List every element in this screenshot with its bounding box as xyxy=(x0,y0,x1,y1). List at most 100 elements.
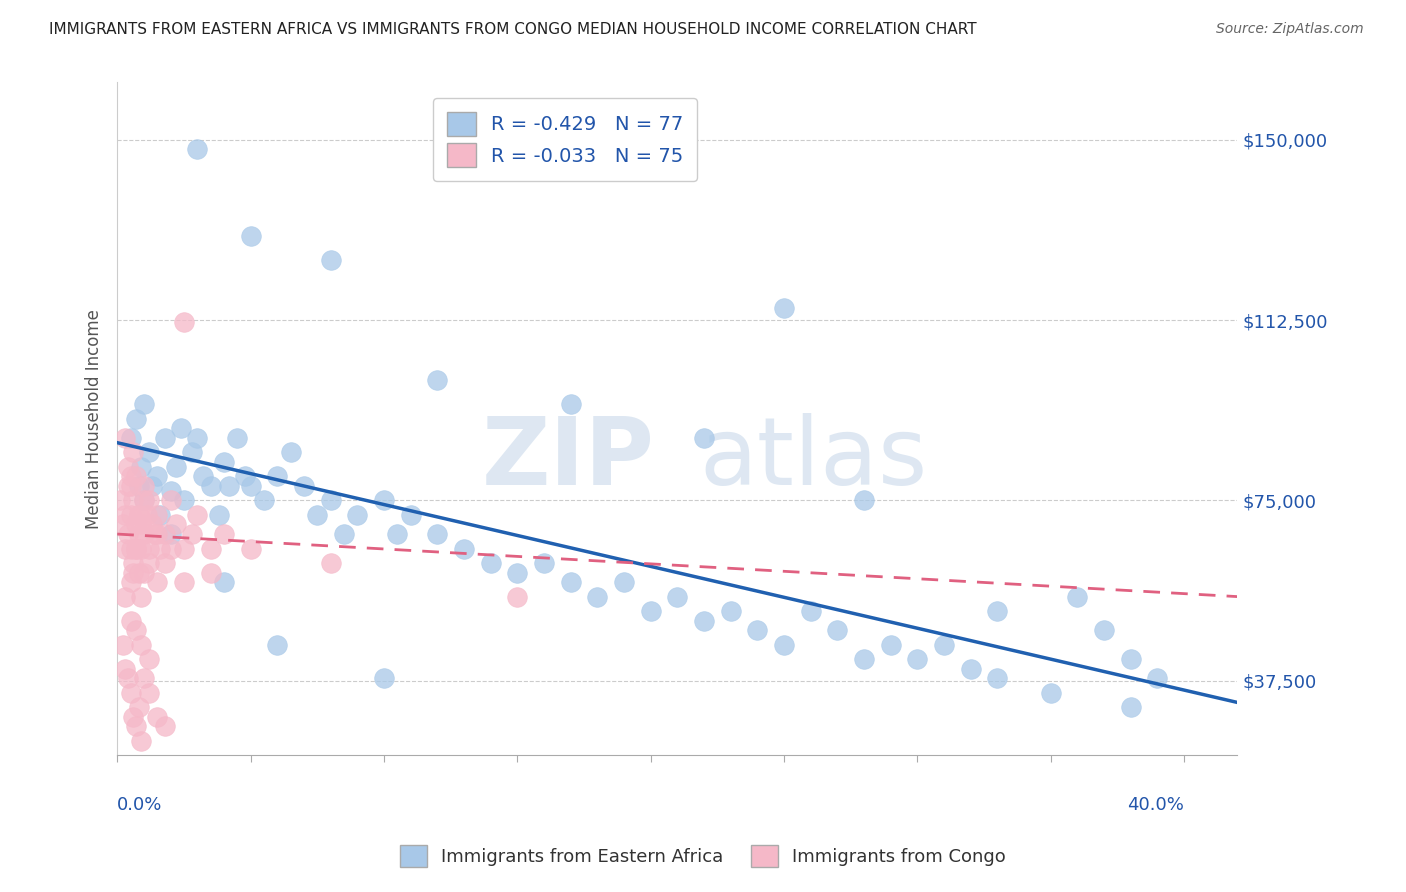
Point xyxy=(128,508,150,522)
Point xyxy=(129,541,152,556)
Point xyxy=(373,672,395,686)
Point xyxy=(125,411,148,425)
Point xyxy=(122,710,145,724)
Point xyxy=(173,541,195,556)
Point xyxy=(138,652,160,666)
Point xyxy=(387,527,409,541)
Point xyxy=(138,686,160,700)
Point xyxy=(212,575,235,590)
Point xyxy=(122,493,145,508)
Point xyxy=(200,566,222,580)
Point xyxy=(128,479,150,493)
Point xyxy=(122,445,145,459)
Point xyxy=(747,624,769,638)
Point xyxy=(453,541,475,556)
Point xyxy=(125,624,148,638)
Point xyxy=(959,662,981,676)
Legend: R = -0.429   N = 77, R = -0.033   N = 75: R = -0.429 N = 77, R = -0.033 N = 75 xyxy=(433,98,697,181)
Point xyxy=(506,566,529,580)
Point xyxy=(560,397,582,411)
Point xyxy=(141,517,163,532)
Point xyxy=(506,590,529,604)
Point xyxy=(120,469,142,483)
Point xyxy=(800,604,823,618)
Point xyxy=(693,431,716,445)
Point xyxy=(827,624,849,638)
Point xyxy=(173,575,195,590)
Point xyxy=(773,638,796,652)
Point xyxy=(108,493,131,508)
Text: IMMIGRANTS FROM EASTERN AFRICA VS IMMIGRANTS FROM CONGO MEDIAN HOUSEHOLD INCOME : IMMIGRANTS FROM EASTERN AFRICA VS IMMIGR… xyxy=(49,22,977,37)
Point xyxy=(165,459,187,474)
Point xyxy=(186,431,208,445)
Point xyxy=(125,719,148,733)
Point xyxy=(120,614,142,628)
Point xyxy=(146,508,169,522)
Point xyxy=(560,575,582,590)
Text: Source: ZipAtlas.com: Source: ZipAtlas.com xyxy=(1216,22,1364,37)
Point xyxy=(586,590,609,604)
Point xyxy=(239,479,262,493)
Point xyxy=(233,469,256,483)
Point xyxy=(159,527,181,541)
Point xyxy=(720,604,742,618)
Point xyxy=(165,517,187,532)
Point xyxy=(138,541,160,556)
Point xyxy=(117,672,139,686)
Point xyxy=(114,431,136,445)
Point xyxy=(986,604,1008,618)
Point xyxy=(905,652,928,666)
Point xyxy=(138,556,160,570)
Point xyxy=(212,527,235,541)
Point xyxy=(533,556,555,570)
Point xyxy=(479,556,502,570)
Point xyxy=(132,527,155,541)
Point xyxy=(266,469,288,483)
Point xyxy=(129,590,152,604)
Text: ZIP: ZIP xyxy=(482,413,655,505)
Point xyxy=(135,508,157,522)
Point xyxy=(111,638,134,652)
Point xyxy=(129,734,152,748)
Point xyxy=(146,575,169,590)
Point xyxy=(132,493,155,508)
Point xyxy=(693,614,716,628)
Point xyxy=(346,508,368,522)
Point xyxy=(129,517,152,532)
Point xyxy=(200,479,222,493)
Point xyxy=(128,527,150,541)
Point xyxy=(120,686,142,700)
Point xyxy=(173,315,195,329)
Point xyxy=(114,508,136,522)
Point xyxy=(180,527,202,541)
Point xyxy=(879,638,901,652)
Point xyxy=(132,672,155,686)
Point xyxy=(132,397,155,411)
Point xyxy=(120,541,142,556)
Text: 40.0%: 40.0% xyxy=(1128,796,1184,814)
Point xyxy=(932,638,955,652)
Point xyxy=(1039,686,1062,700)
Point xyxy=(1066,590,1088,604)
Point xyxy=(149,541,172,556)
Point xyxy=(253,493,276,508)
Point xyxy=(852,652,875,666)
Point xyxy=(180,445,202,459)
Point xyxy=(239,228,262,243)
Point xyxy=(426,373,449,387)
Point xyxy=(128,508,150,522)
Point xyxy=(114,590,136,604)
Legend: Immigrants from Eastern Africa, Immigrants from Congo: Immigrants from Eastern Africa, Immigran… xyxy=(392,838,1014,874)
Point xyxy=(138,445,160,459)
Text: atlas: atlas xyxy=(700,413,928,505)
Point xyxy=(120,575,142,590)
Point xyxy=(613,575,636,590)
Point xyxy=(125,541,148,556)
Point xyxy=(132,566,155,580)
Point xyxy=(319,493,342,508)
Point xyxy=(146,527,169,541)
Point xyxy=(120,431,142,445)
Point xyxy=(146,469,169,483)
Point xyxy=(1092,624,1115,638)
Point xyxy=(218,479,240,493)
